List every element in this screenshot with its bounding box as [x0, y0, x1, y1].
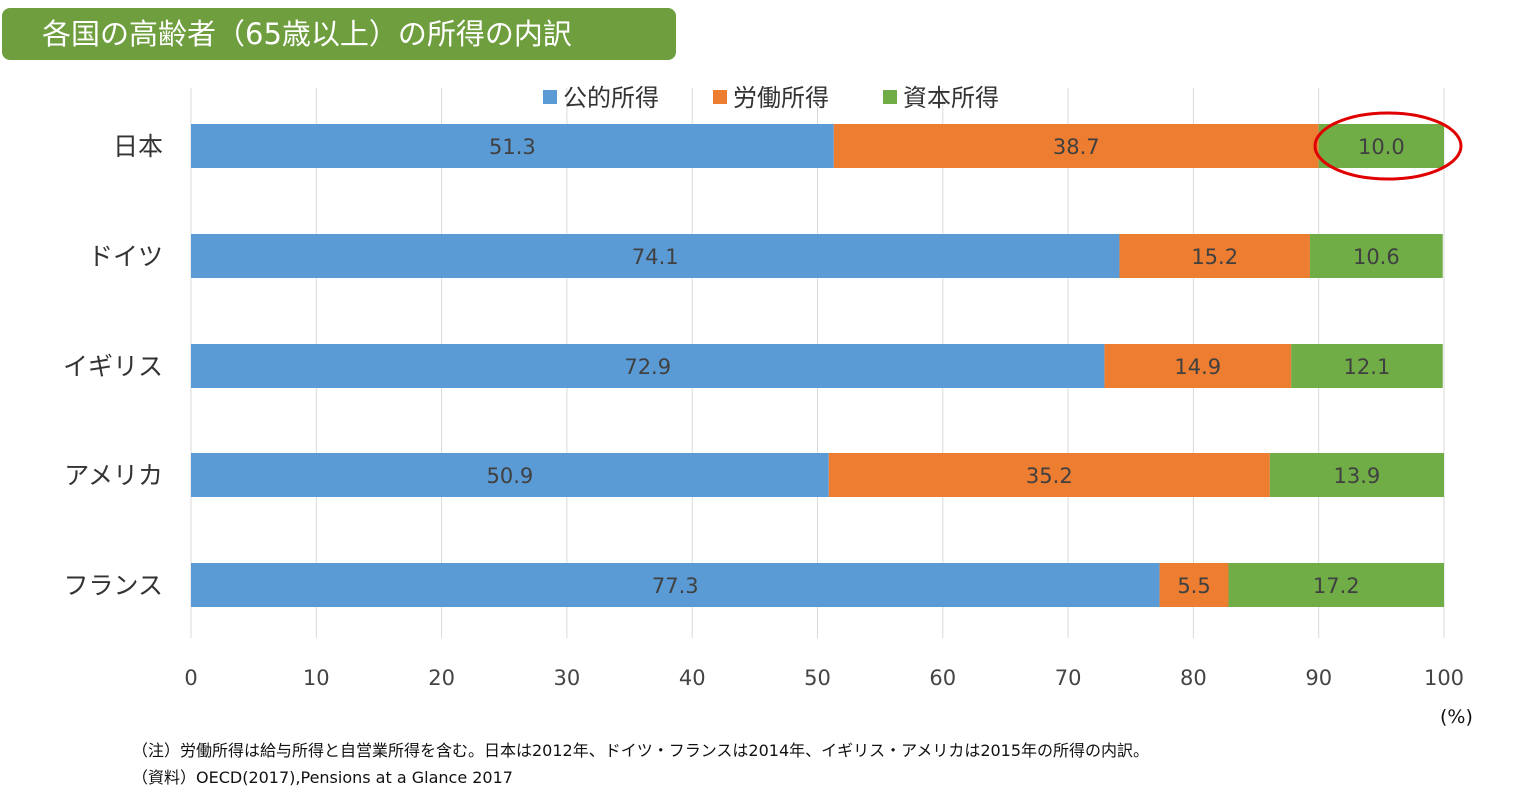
x-axis-unit: (%) [1440, 706, 1473, 728]
bar-segment [191, 453, 829, 497]
x-tick-label: 90 [1305, 666, 1332, 690]
bar-segment [191, 124, 834, 168]
data-label: 10.0 [1358, 135, 1405, 159]
y-category-label: イギリス [63, 352, 163, 381]
data-label: 5.5 [1177, 574, 1210, 598]
data-label: 35.2 [1026, 464, 1073, 488]
bar-segment [828, 453, 1270, 497]
data-label: 50.9 [487, 464, 534, 488]
legend-swatch [883, 90, 897, 104]
legend-label: 公的所得 [563, 84, 659, 112]
bar-segment [1318, 124, 1444, 168]
bar-segment [191, 563, 1160, 607]
chart-title: 各国の高齢者（65歳以上）の所得の内訳 [2, 8, 676, 60]
bar-segment [1104, 344, 1292, 388]
bar-segment [1309, 234, 1443, 278]
bar-segment [1119, 234, 1310, 278]
footnote: （注）労働所得は給与所得と自営業所得を含む。日本は2012年、ドイツ・フランスは… [132, 741, 1150, 760]
x-tick-label: 80 [1180, 666, 1207, 690]
x-tick-label: 70 [1055, 666, 1082, 690]
data-label: 38.7 [1053, 135, 1100, 159]
legend-label: 労働所得 [733, 84, 829, 112]
data-label: 17.2 [1313, 574, 1360, 598]
bar-segment [191, 234, 1120, 278]
bar-segment [1228, 563, 1444, 607]
highlight-ellipse [1313, 111, 1463, 181]
x-tick-label: 0 [184, 666, 197, 690]
bar-segment [1291, 344, 1443, 388]
bar-segment [833, 124, 1319, 168]
x-tick-label: 30 [554, 666, 581, 690]
x-tick-label: 20 [428, 666, 455, 690]
y-category-label: ドイツ [88, 242, 163, 271]
legend-swatch [713, 90, 727, 104]
data-label: 74.1 [632, 245, 679, 269]
bar-segment [1269, 453, 1444, 497]
bar-segment [1159, 563, 1229, 607]
x-tick-label: 10 [303, 666, 330, 690]
x-tick-label: 40 [679, 666, 706, 690]
x-tick-label: 50 [804, 666, 831, 690]
data-label: 14.9 [1174, 355, 1221, 379]
data-label: 72.9 [624, 355, 671, 379]
source-note: （資料）OECD(2017),Pensions at a Glance 2017 [132, 768, 513, 787]
data-label: 77.3 [652, 574, 699, 598]
x-tick-label: 60 [929, 666, 956, 690]
y-category-label: アメリカ [64, 461, 163, 490]
legend-swatch [543, 90, 557, 104]
data-label: 51.3 [489, 135, 536, 159]
legend-label: 資本所得 [903, 84, 999, 112]
data-label: 13.9 [1334, 464, 1381, 488]
y-category-label: 日本 [113, 132, 163, 161]
x-tick-label: 100 [1424, 666, 1464, 690]
data-label: 15.2 [1191, 245, 1238, 269]
y-category-label: フランス [63, 571, 163, 600]
data-label: 12.1 [1344, 355, 1391, 379]
data-label: 10.6 [1353, 245, 1400, 269]
bar-segment [191, 344, 1105, 388]
